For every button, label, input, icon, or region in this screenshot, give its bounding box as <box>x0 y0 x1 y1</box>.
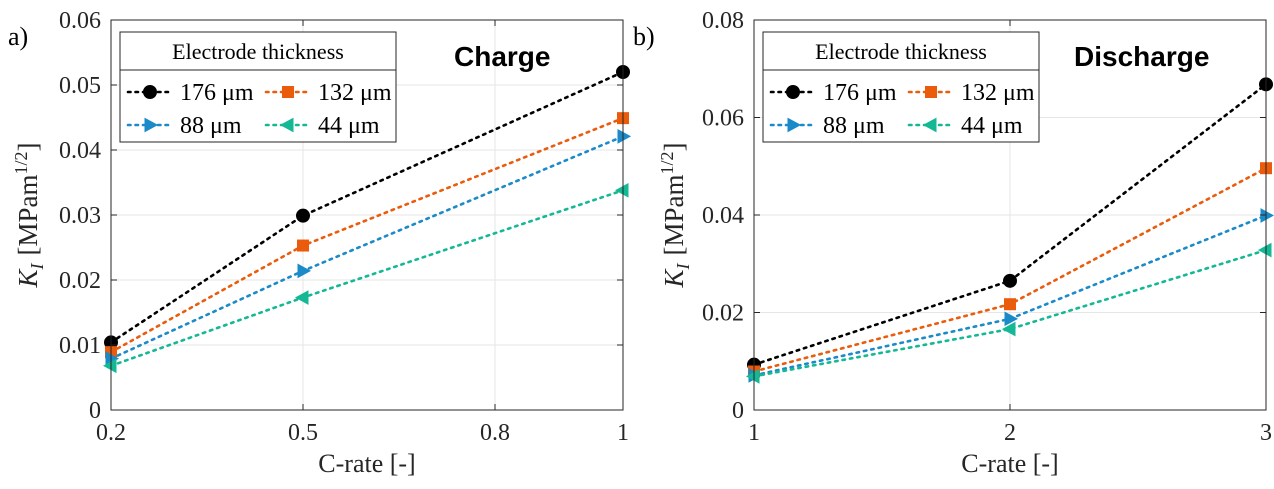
y-tick-label: 0.01 <box>59 333 101 359</box>
y-tick-label: 0.04 <box>59 138 101 164</box>
data-point <box>745 369 760 384</box>
chart-panel-b: b) 1 2 3 0 0.02 0.04 0.06 0.08 C-rate [-] KI [MP… <box>633 8 1274 478</box>
y-axis-label: KI [MPam1/2] <box>11 142 47 288</box>
y-tick-label: 0.06 <box>59 8 101 34</box>
legend-swatch-marker <box>787 117 802 133</box>
chart-annotation: Discharge <box>1074 41 1209 72</box>
data-point <box>614 182 629 198</box>
legend-entry: 176 μm <box>823 80 897 106</box>
x-tick-label: 0.2 <box>96 420 126 446</box>
y-tick-label: 0.05 <box>59 73 101 99</box>
series-line <box>109 70 625 344</box>
x-axis-label: C-rate [-] <box>961 449 1058 478</box>
y-axis-label: KI [MPam1/2] <box>657 142 693 288</box>
data-point <box>294 290 309 305</box>
x-axis-label: C-rate [-] <box>318 449 415 478</box>
y-tick-label: 0.06 <box>702 106 744 132</box>
legend: Electrode thickness 176 μm 132 μm 88 μm 44 μ… <box>119 31 397 143</box>
y-axis-label-sup: 1/2 <box>657 151 677 174</box>
x-tick-label: 0.8 <box>480 420 510 446</box>
x-tick-label: 1 <box>617 420 629 446</box>
data-point <box>1004 298 1016 311</box>
data-point <box>297 263 312 279</box>
y-tick-label: 0 <box>732 398 744 424</box>
legend-entry: 132 μm <box>318 80 392 106</box>
legend-entry: 88 μm <box>180 113 242 139</box>
legend-swatch-marker <box>282 86 294 98</box>
y-axis-label-main: K <box>659 268 689 289</box>
data-point <box>1003 273 1017 288</box>
chart-annotation: Charge <box>454 41 550 72</box>
legend-entry: 176 μm <box>180 80 254 106</box>
y-axis-label-sup: 1/2 <box>11 151 31 174</box>
data-point <box>296 208 310 223</box>
x-tick-label: 2 <box>1004 420 1016 446</box>
y-axis-label-close: ] <box>13 142 43 151</box>
legend: Electrode thickness 176 μm 132 μm 88 μm 44 μ… <box>762 31 1040 143</box>
y-tick-label: 0.03 <box>59 203 101 229</box>
data-point <box>1257 242 1272 258</box>
series-group <box>745 77 1274 384</box>
y-tick-label: 0 <box>89 398 101 424</box>
legend-swatch-marker <box>922 117 937 133</box>
y-tick-label: 0.02 <box>59 268 101 294</box>
data-point <box>1004 311 1019 327</box>
legend-swatch-marker <box>144 117 159 133</box>
data-point <box>617 129 632 144</box>
y-axis-label-sub: I <box>673 263 693 271</box>
legend-title: Electrode thickness <box>172 39 344 64</box>
y-axis-label-sub: I <box>27 263 47 271</box>
y-axis-label-close: ] <box>659 142 689 151</box>
legend-swatch-marker <box>143 85 157 99</box>
y-tick-label: 0.08 <box>702 8 744 34</box>
data-point <box>102 358 117 374</box>
axis-ticks: 0.2 0.5 0.8 1 0 0.01 0.02 0.03 0.04 0.05 0.06 <box>59 8 629 446</box>
legend-title: Electrode thickness <box>815 39 987 64</box>
panel-label: b) <box>633 22 655 51</box>
legend-box <box>762 31 1040 143</box>
x-tick-label: 1 <box>748 420 760 446</box>
x-tick-label: 0.5 <box>288 420 318 446</box>
legend-box <box>119 31 397 143</box>
y-axis-label-unit: [MPam <box>659 175 689 256</box>
legend-swatch-marker <box>786 85 800 99</box>
legend-entry: 132 μm <box>961 80 1035 106</box>
data-point <box>297 239 309 252</box>
y-tick-label: 0.04 <box>702 203 744 229</box>
y-axis-label-unit: [MPam <box>13 175 43 256</box>
axis-ticks: 1 2 3 0 0.02 0.04 0.06 0.08 <box>702 8 1272 446</box>
y-axis-label-main: K <box>13 268 43 289</box>
panel-label: a) <box>8 22 28 51</box>
legend-entry: 44 μm <box>961 113 1023 139</box>
y-tick-label: 0.02 <box>702 301 744 327</box>
chart-panel-a: a) 0.2 0.5 0.8 1 0 0.01 0.02 0.03 0.04 0.05 0.06 C… <box>8 8 632 478</box>
legend-swatch-marker <box>925 86 937 98</box>
legend-swatch-marker <box>279 117 294 133</box>
x-tick-label: 3 <box>1260 420 1272 446</box>
legend-entry: 88 μm <box>823 113 885 139</box>
legend-entry: 44 μm <box>318 113 380 139</box>
data-point <box>1001 321 1016 337</box>
